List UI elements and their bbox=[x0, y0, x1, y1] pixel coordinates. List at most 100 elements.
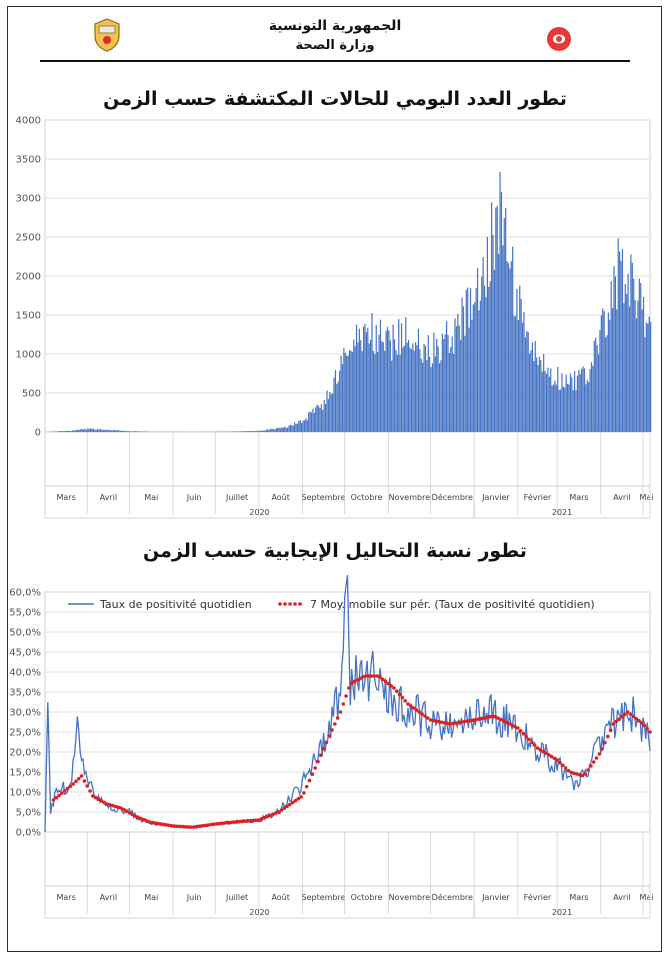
chart1-bar bbox=[514, 316, 517, 432]
chart2-ma-point bbox=[313, 766, 317, 770]
chart1-bar bbox=[137, 431, 140, 432]
chart2-ma-point bbox=[257, 818, 261, 822]
chart2-ma-point bbox=[487, 715, 492, 719]
chart2-ma-point bbox=[279, 808, 284, 812]
chart1-bar bbox=[240, 431, 242, 432]
chart1-bar bbox=[450, 346, 452, 432]
chart2-ma-point bbox=[316, 759, 320, 764]
chart1-bar bbox=[476, 268, 479, 432]
ministry-logo-icon bbox=[547, 27, 571, 51]
chart2-ma-point bbox=[234, 820, 239, 824]
chart1-bar bbox=[471, 319, 473, 432]
chart2-ma-point bbox=[617, 717, 621, 721]
chart2-ma-point bbox=[76, 776, 81, 781]
chart1-bar bbox=[596, 345, 598, 432]
chart2-ma-point bbox=[155, 821, 160, 826]
chart1-bar bbox=[102, 429, 104, 432]
chart1-bar bbox=[578, 370, 580, 432]
chart1-bar bbox=[126, 431, 128, 432]
chart1-bar bbox=[441, 333, 443, 432]
chart1-bar bbox=[548, 376, 550, 432]
chart2-ma-point bbox=[414, 708, 419, 712]
chart1-bar bbox=[128, 431, 130, 432]
chart2-ma-point bbox=[625, 710, 630, 714]
chart1-bar bbox=[644, 337, 646, 432]
chart2-ma-point bbox=[240, 819, 244, 824]
chart1-bar bbox=[329, 391, 331, 432]
chart2-ma-point bbox=[147, 820, 151, 824]
chart1-bar bbox=[92, 428, 95, 432]
chart2-ma-point bbox=[363, 674, 368, 678]
chart1-bar bbox=[630, 254, 632, 432]
chart1-bar bbox=[234, 431, 237, 432]
chart1-bar bbox=[337, 381, 339, 432]
chart1-bar bbox=[472, 304, 474, 432]
chart2-ma-point bbox=[462, 719, 467, 724]
chart1-bar bbox=[82, 429, 85, 432]
chart1-bar bbox=[287, 427, 289, 432]
chart1-bar bbox=[465, 289, 467, 432]
chart1-bar bbox=[610, 281, 612, 432]
chart1-bar bbox=[462, 306, 465, 432]
chart1-bar bbox=[583, 368, 586, 432]
chart2-y-tick-label: 30,0% bbox=[9, 708, 41, 719]
chart1-bar bbox=[524, 337, 526, 432]
chart1-bar bbox=[279, 428, 282, 432]
chart1-bar bbox=[144, 431, 147, 432]
chart2-ma-point bbox=[541, 749, 545, 754]
chart1-bar bbox=[362, 326, 365, 432]
chart1-bar bbox=[355, 324, 358, 432]
chart1-bar bbox=[478, 310, 480, 432]
chart2-ma-point bbox=[333, 722, 337, 726]
chart1-bar bbox=[336, 383, 338, 432]
chart1-bar bbox=[507, 263, 510, 432]
chart2-ma-point bbox=[65, 786, 70, 791]
chart2-month-label: Février bbox=[524, 892, 552, 902]
chart2-ma-point bbox=[513, 724, 517, 729]
chart2-ma-point bbox=[344, 694, 348, 698]
chart1-bar bbox=[303, 420, 306, 432]
chart2-ma-point bbox=[121, 807, 126, 812]
chart2-ma-point bbox=[372, 674, 377, 678]
chart1-bar bbox=[104, 429, 106, 432]
chart1-bar bbox=[403, 345, 405, 432]
chart2-ma-point bbox=[614, 719, 619, 724]
chart1-bar bbox=[468, 327, 470, 432]
chart2-ma-point bbox=[622, 712, 627, 717]
chart1-bar bbox=[389, 340, 391, 432]
chart2-ma-point bbox=[594, 756, 599, 760]
chart1-bar bbox=[388, 330, 390, 432]
chart1-bar bbox=[319, 408, 321, 432]
chart2-ma-point bbox=[563, 766, 568, 770]
chart2-ma-point bbox=[524, 734, 528, 739]
chart1-bar bbox=[265, 429, 268, 432]
chart2-ma-point bbox=[296, 797, 301, 801]
chart1-bar bbox=[87, 428, 89, 432]
chart1-bar bbox=[98, 429, 100, 432]
chart1-bar bbox=[315, 407, 317, 432]
chart1-bar bbox=[616, 309, 618, 432]
chart1-bar bbox=[275, 428, 277, 432]
chart2-ma-point bbox=[369, 674, 374, 678]
chart2-ma-point bbox=[318, 753, 323, 757]
chart1-bar bbox=[99, 428, 102, 432]
chart1-bar bbox=[232, 431, 234, 432]
chart1-bar bbox=[374, 354, 376, 432]
chart2-ma-point bbox=[645, 727, 649, 731]
chart1-bar bbox=[502, 245, 504, 432]
chart1-bar bbox=[132, 431, 134, 432]
chart1-bar bbox=[496, 205, 498, 432]
chart1-bar bbox=[116, 430, 118, 432]
chart1-bar bbox=[258, 430, 261, 432]
chart2-ma-point bbox=[569, 770, 574, 775]
chart1-bar bbox=[357, 342, 359, 432]
chart1-bar bbox=[282, 427, 284, 432]
chart1-bar bbox=[429, 356, 431, 432]
chart1-bar bbox=[365, 331, 367, 432]
chart2-ma-point bbox=[220, 821, 225, 826]
chart2-ma-point bbox=[99, 799, 104, 803]
chart1-bar bbox=[422, 362, 424, 432]
chart1-title: تطور العدد اليومي للحالات المكتشفة حسب ا… bbox=[103, 88, 567, 110]
chart1-bar bbox=[97, 428, 99, 432]
